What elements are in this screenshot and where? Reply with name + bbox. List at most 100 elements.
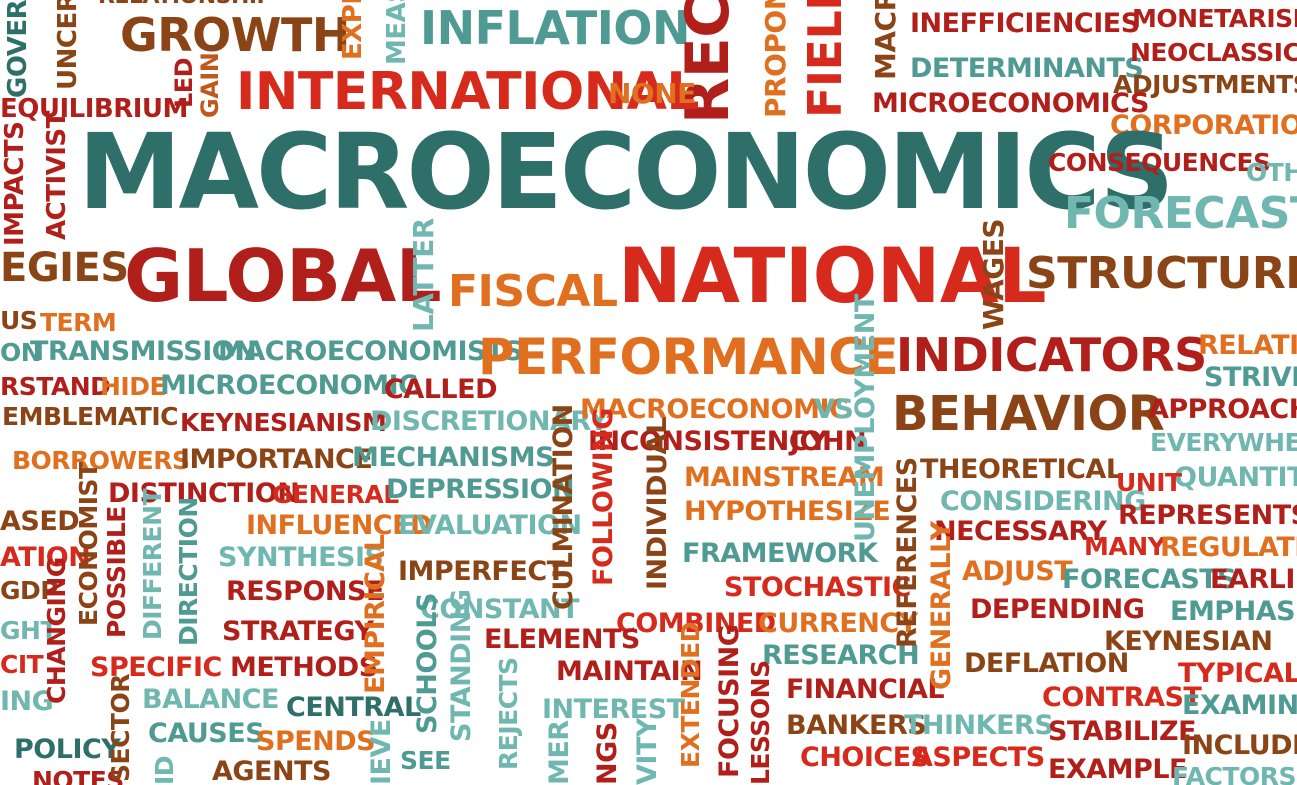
word-interest: INTEREST [542, 694, 685, 725]
word-adjustments: ADJUSTMENTS [1113, 70, 1297, 99]
word-ngs: NGS [592, 722, 623, 785]
word-microeconomics: MICROECONOMICS [872, 88, 1149, 119]
word-govern: GOVERN [3, 0, 33, 98]
word-depression: DEPRESSION [386, 474, 575, 505]
word-combined: COMBINED [616, 608, 776, 639]
word-id: ID [150, 755, 179, 785]
word-discretionary: DISCRETIONARY [370, 406, 609, 437]
word-many: MANY [1084, 532, 1166, 561]
word-generally: GENERALLY [926, 521, 957, 690]
word-distinction: DISTINCTION [108, 478, 300, 509]
word-everywher: EVERYWHER [1150, 428, 1297, 457]
word-rejects: REJECTS [494, 657, 523, 770]
word-importance: IMPORTANCE [180, 444, 373, 475]
word-following: FOLLOWING [588, 408, 619, 586]
word-monetarism: MONETARISM [1132, 4, 1297, 33]
word-relationship: RELATIONSHIP [98, 0, 273, 8]
word-balance: BALANCE [142, 684, 279, 715]
word-specific: SPECIFIC [90, 652, 222, 683]
word-extended: EXTENDED [676, 622, 705, 768]
word-approache: APPROACHE [1148, 394, 1297, 425]
word-fiscal: FISCAL [448, 266, 618, 317]
word-earlie: EARLIE [1210, 564, 1297, 595]
word-microeconomic: MICROECONOMIC [160, 370, 418, 401]
word-changing: CHANGING [42, 557, 71, 704]
word-currency: CURRENCY [758, 608, 918, 639]
word-impacts: IMPACTS [0, 121, 30, 246]
word-elements: ELEMENTS [484, 624, 640, 655]
word-mechanisms: MECHANISMS [352, 442, 555, 473]
word-led: LED [170, 57, 198, 108]
word-expe: EXPE [338, 0, 368, 60]
word-possible: POSSIBLE [102, 506, 131, 638]
word-includes: INCLUDES [1182, 730, 1297, 761]
word-economist: ECONOMIST [74, 462, 103, 626]
word-considering: CONSIDERING [940, 486, 1146, 517]
word-field: FIELD [798, 0, 852, 118]
word-ing: ING [0, 686, 54, 717]
word-response: RESPONSE [226, 576, 384, 607]
word-policy: POLICY [14, 734, 121, 765]
word-financial: FINANCIAL [786, 674, 945, 705]
word-consequences: CONSEQUENCES [1048, 148, 1271, 177]
word-see: SEE [400, 746, 451, 775]
word-determinants: DETERMINANTS [910, 53, 1144, 84]
word-performance: PERFORMANCE [478, 328, 899, 386]
word-inefficiencies: INEFFICIENCIES [910, 8, 1140, 39]
word-equilibrium: EQUILIBRIUM [0, 94, 188, 124]
word-macroeconomic: MACROECONOMIC [580, 394, 849, 425]
word-emphasiz: EMPHASIZ [1170, 596, 1297, 627]
word-called: CALLED [384, 374, 497, 405]
word-example: EXAMPLE [1048, 754, 1187, 785]
word-empirical: EMPIRICAL [360, 534, 391, 694]
word-focusing: FOCUSING [714, 624, 745, 778]
word-theoretical: THEORETICAL [920, 454, 1123, 485]
word-standing: STANDING [446, 589, 477, 742]
word-mer: MER [544, 720, 575, 785]
word-proponent: PROPONENT [759, 0, 792, 118]
word-depending: DEPENDING [970, 594, 1145, 625]
word-macroeconomists: MACROECONOMISTS [218, 336, 523, 367]
word-examines: EXAMINES [1182, 690, 1297, 721]
word-transmission: TRANSMISSION [30, 336, 257, 367]
word-culmination: CULMINATION [548, 404, 579, 610]
word-forecast: FORECAST [1064, 188, 1297, 239]
word-activist: ACTIVIST [42, 111, 72, 240]
word-research: RESEARCH [762, 640, 920, 671]
word-aspects: ASPECTS [912, 742, 1045, 773]
word-strategy: STRATEGY [222, 616, 374, 647]
word-methods: METHODS [230, 652, 378, 683]
word-inconsistency: INCONSISTENCY [588, 426, 828, 457]
word-evaluation: EVALUATION [398, 510, 582, 541]
word-keynesian: KEYNESIAN [1104, 626, 1273, 657]
word-sector: SECTOR [106, 674, 135, 782]
word-rstand: RSTAND [0, 372, 111, 401]
word-agents: AGENTS [212, 756, 331, 785]
word-vs: VS [814, 394, 854, 425]
word-gain: GAIN [196, 52, 224, 118]
word-indicators: INDICATORS [896, 328, 1207, 382]
word-notes: NOTES [32, 766, 124, 785]
word-macro: MACRO [869, 0, 902, 80]
word-hypothesize: HYPOTHESIZE [684, 496, 891, 527]
word-behavior: BEHAVIOR [892, 386, 1165, 442]
word-represents: REPRESENTS [1118, 500, 1297, 531]
word-on: ON [0, 338, 42, 367]
word-direction: DIRECTION [174, 497, 203, 646]
word-ation: ATION [0, 542, 91, 573]
word-structure: STRUCTURE [1026, 248, 1297, 299]
word-john: JOHN [790, 426, 867, 457]
word-emblematic: EMBLEMATIC [2, 402, 179, 431]
word-influenced: INFLUENCED [246, 510, 432, 541]
word-ased: ASED [0, 506, 80, 537]
word-term: TERM [40, 308, 117, 337]
word-constant: CONSTANT [420, 594, 580, 625]
word-typically: TYPICALLY [1178, 658, 1297, 689]
word-spends: SPENDS [256, 726, 376, 757]
word-regulation: REGULATION [1160, 532, 1297, 563]
word-contrast: CONTRAST [1042, 682, 1202, 713]
word-borrowers: BORROWERS [12, 446, 190, 475]
word-keynesianism: KEYNESIANISM [180, 408, 387, 437]
word-quantitie: QUANTITIE [1174, 462, 1297, 493]
